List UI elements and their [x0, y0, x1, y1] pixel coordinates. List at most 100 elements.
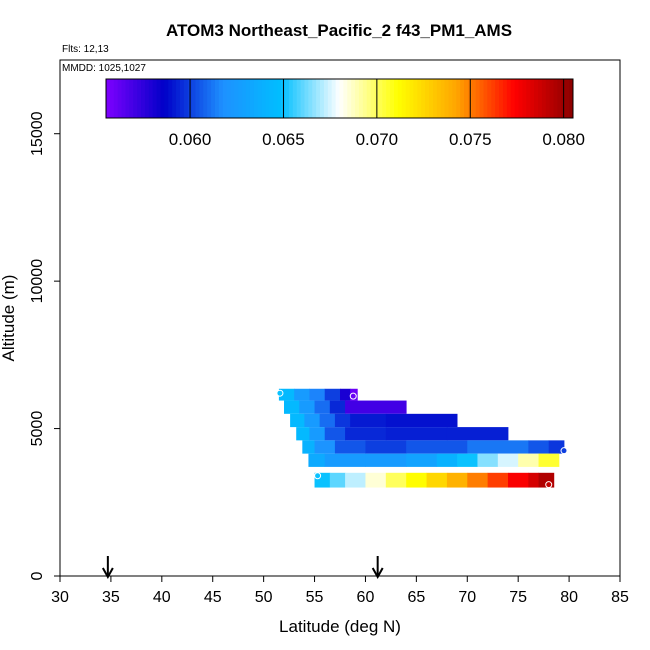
heatmap-cell	[340, 388, 351, 401]
colorbar-segment	[510, 79, 516, 118]
colorbar-segment	[323, 79, 329, 118]
x-tick-label: 30	[51, 589, 69, 606]
heatmap-cell	[284, 400, 300, 414]
colorbar-segment	[530, 79, 535, 118]
colorbar-segment	[285, 79, 290, 118]
colorbar-segment	[265, 79, 270, 118]
heatmap-cell	[406, 453, 438, 467]
colorbar-segment	[514, 79, 520, 118]
sample-point	[545, 481, 553, 489]
colorbar-segment	[199, 79, 204, 118]
heatmap-cell	[309, 388, 326, 401]
colorbar-segment	[483, 79, 488, 118]
heatmap-cell	[365, 453, 407, 467]
colorbar-segment	[358, 79, 364, 118]
heatmap-cell	[385, 413, 458, 428]
x-tick-label: 75	[509, 589, 527, 606]
heatmap-cell	[314, 440, 336, 454]
x-tick-label: 50	[255, 589, 273, 606]
colorbar-segment	[257, 79, 263, 118]
colorbar-segment	[292, 79, 298, 118]
colorbar-segment	[191, 79, 197, 118]
x-tick-label: 60	[357, 589, 375, 606]
colorbar-segment	[499, 79, 504, 118]
y-tick-label: 0	[29, 571, 46, 580]
heatmap-cell	[345, 472, 366, 488]
heatmap-cell	[345, 427, 387, 441]
heatmap-cell	[406, 472, 427, 488]
colorbar-segment	[121, 79, 126, 118]
colorbar-segment	[343, 79, 348, 118]
heatmap-cell	[329, 400, 346, 414]
heatmap-cell	[319, 413, 336, 428]
heatmap-cell	[446, 427, 509, 441]
colorbar-segment	[164, 79, 169, 118]
colorbar-segment	[312, 79, 317, 118]
colorbar-segment	[141, 79, 146, 118]
x-tick-label: 40	[153, 589, 171, 606]
heatmap-cell	[324, 453, 366, 467]
colorbar-segment	[378, 79, 383, 118]
heatmap-cell	[365, 440, 407, 454]
colorbar-segment	[331, 79, 337, 118]
heatmap-cell	[487, 472, 509, 488]
heatmap-cell	[314, 400, 331, 414]
heatmap-cell	[345, 400, 407, 414]
x-tick-label: 85	[611, 589, 629, 606]
colorbar-segment	[393, 79, 399, 118]
heatmap-cell	[406, 440, 468, 454]
colorbar-segment	[261, 79, 267, 118]
colorbar-segment	[397, 79, 403, 118]
colorbar-segment	[335, 79, 340, 118]
colorbar-segment	[308, 79, 313, 118]
heatmap-cell	[308, 453, 326, 467]
colorbar-segment	[537, 79, 543, 118]
colorbar-segment	[432, 79, 438, 118]
colorbar-segment	[545, 79, 551, 118]
heatmap-cell	[385, 472, 407, 488]
colorbar-tick-label: 0.070	[356, 130, 399, 149]
heatmap-cell	[528, 472, 539, 488]
colorbar-segment	[370, 79, 376, 118]
colorbar-segment	[351, 79, 356, 118]
y-axis: 0 5000 10000 15000	[29, 111, 61, 580]
colorbar-segment	[214, 79, 220, 118]
colorbar-segment	[176, 79, 181, 118]
colorbar-segment	[405, 79, 411, 118]
x-tick-label: 45	[204, 589, 222, 606]
colorbar-segment	[386, 79, 391, 118]
arrow-head	[371, 567, 384, 580]
colorbar-segment	[347, 79, 352, 118]
colorbar-segment	[277, 79, 282, 118]
heatmap-cell	[350, 413, 387, 428]
colorbar-segment	[113, 79, 119, 118]
colorbar: 0.060 0.065 0.070 0.075 0.080	[105, 78, 585, 149]
heatmap-cell	[385, 427, 448, 441]
y-tick-label: 15000	[29, 111, 46, 156]
colorbar-segment	[269, 79, 274, 118]
colorbar-segment	[203, 79, 208, 118]
colorbar-tick-label: 0.075	[449, 130, 492, 149]
heatmap-cell	[334, 413, 351, 428]
x-tick-label: 80	[560, 589, 578, 606]
colorbar-segment	[125, 79, 130, 118]
colorbar-segment	[211, 79, 216, 118]
colorbar-segment	[304, 79, 309, 118]
heatmap-cell	[457, 453, 478, 467]
heatmap-cell	[426, 472, 448, 488]
sample-markers	[276, 389, 568, 489]
sample-point	[560, 447, 568, 455]
heatmap-cell	[436, 453, 458, 467]
colorbar-segment	[234, 79, 239, 118]
heatmap-cell	[296, 427, 310, 441]
colorbar-segment	[238, 79, 243, 118]
colorbar-segment	[534, 79, 539, 118]
colorbar-tick-label: 0.060	[169, 130, 212, 149]
colorbar-segment	[222, 79, 228, 118]
heatmap-cell	[324, 388, 341, 401]
colorbar-segment	[448, 79, 453, 118]
colorbar-segment	[316, 79, 321, 118]
y-tick-label: 10000	[29, 259, 46, 304]
heatmap-cells	[278, 388, 565, 488]
colorbar-segment	[425, 79, 430, 118]
